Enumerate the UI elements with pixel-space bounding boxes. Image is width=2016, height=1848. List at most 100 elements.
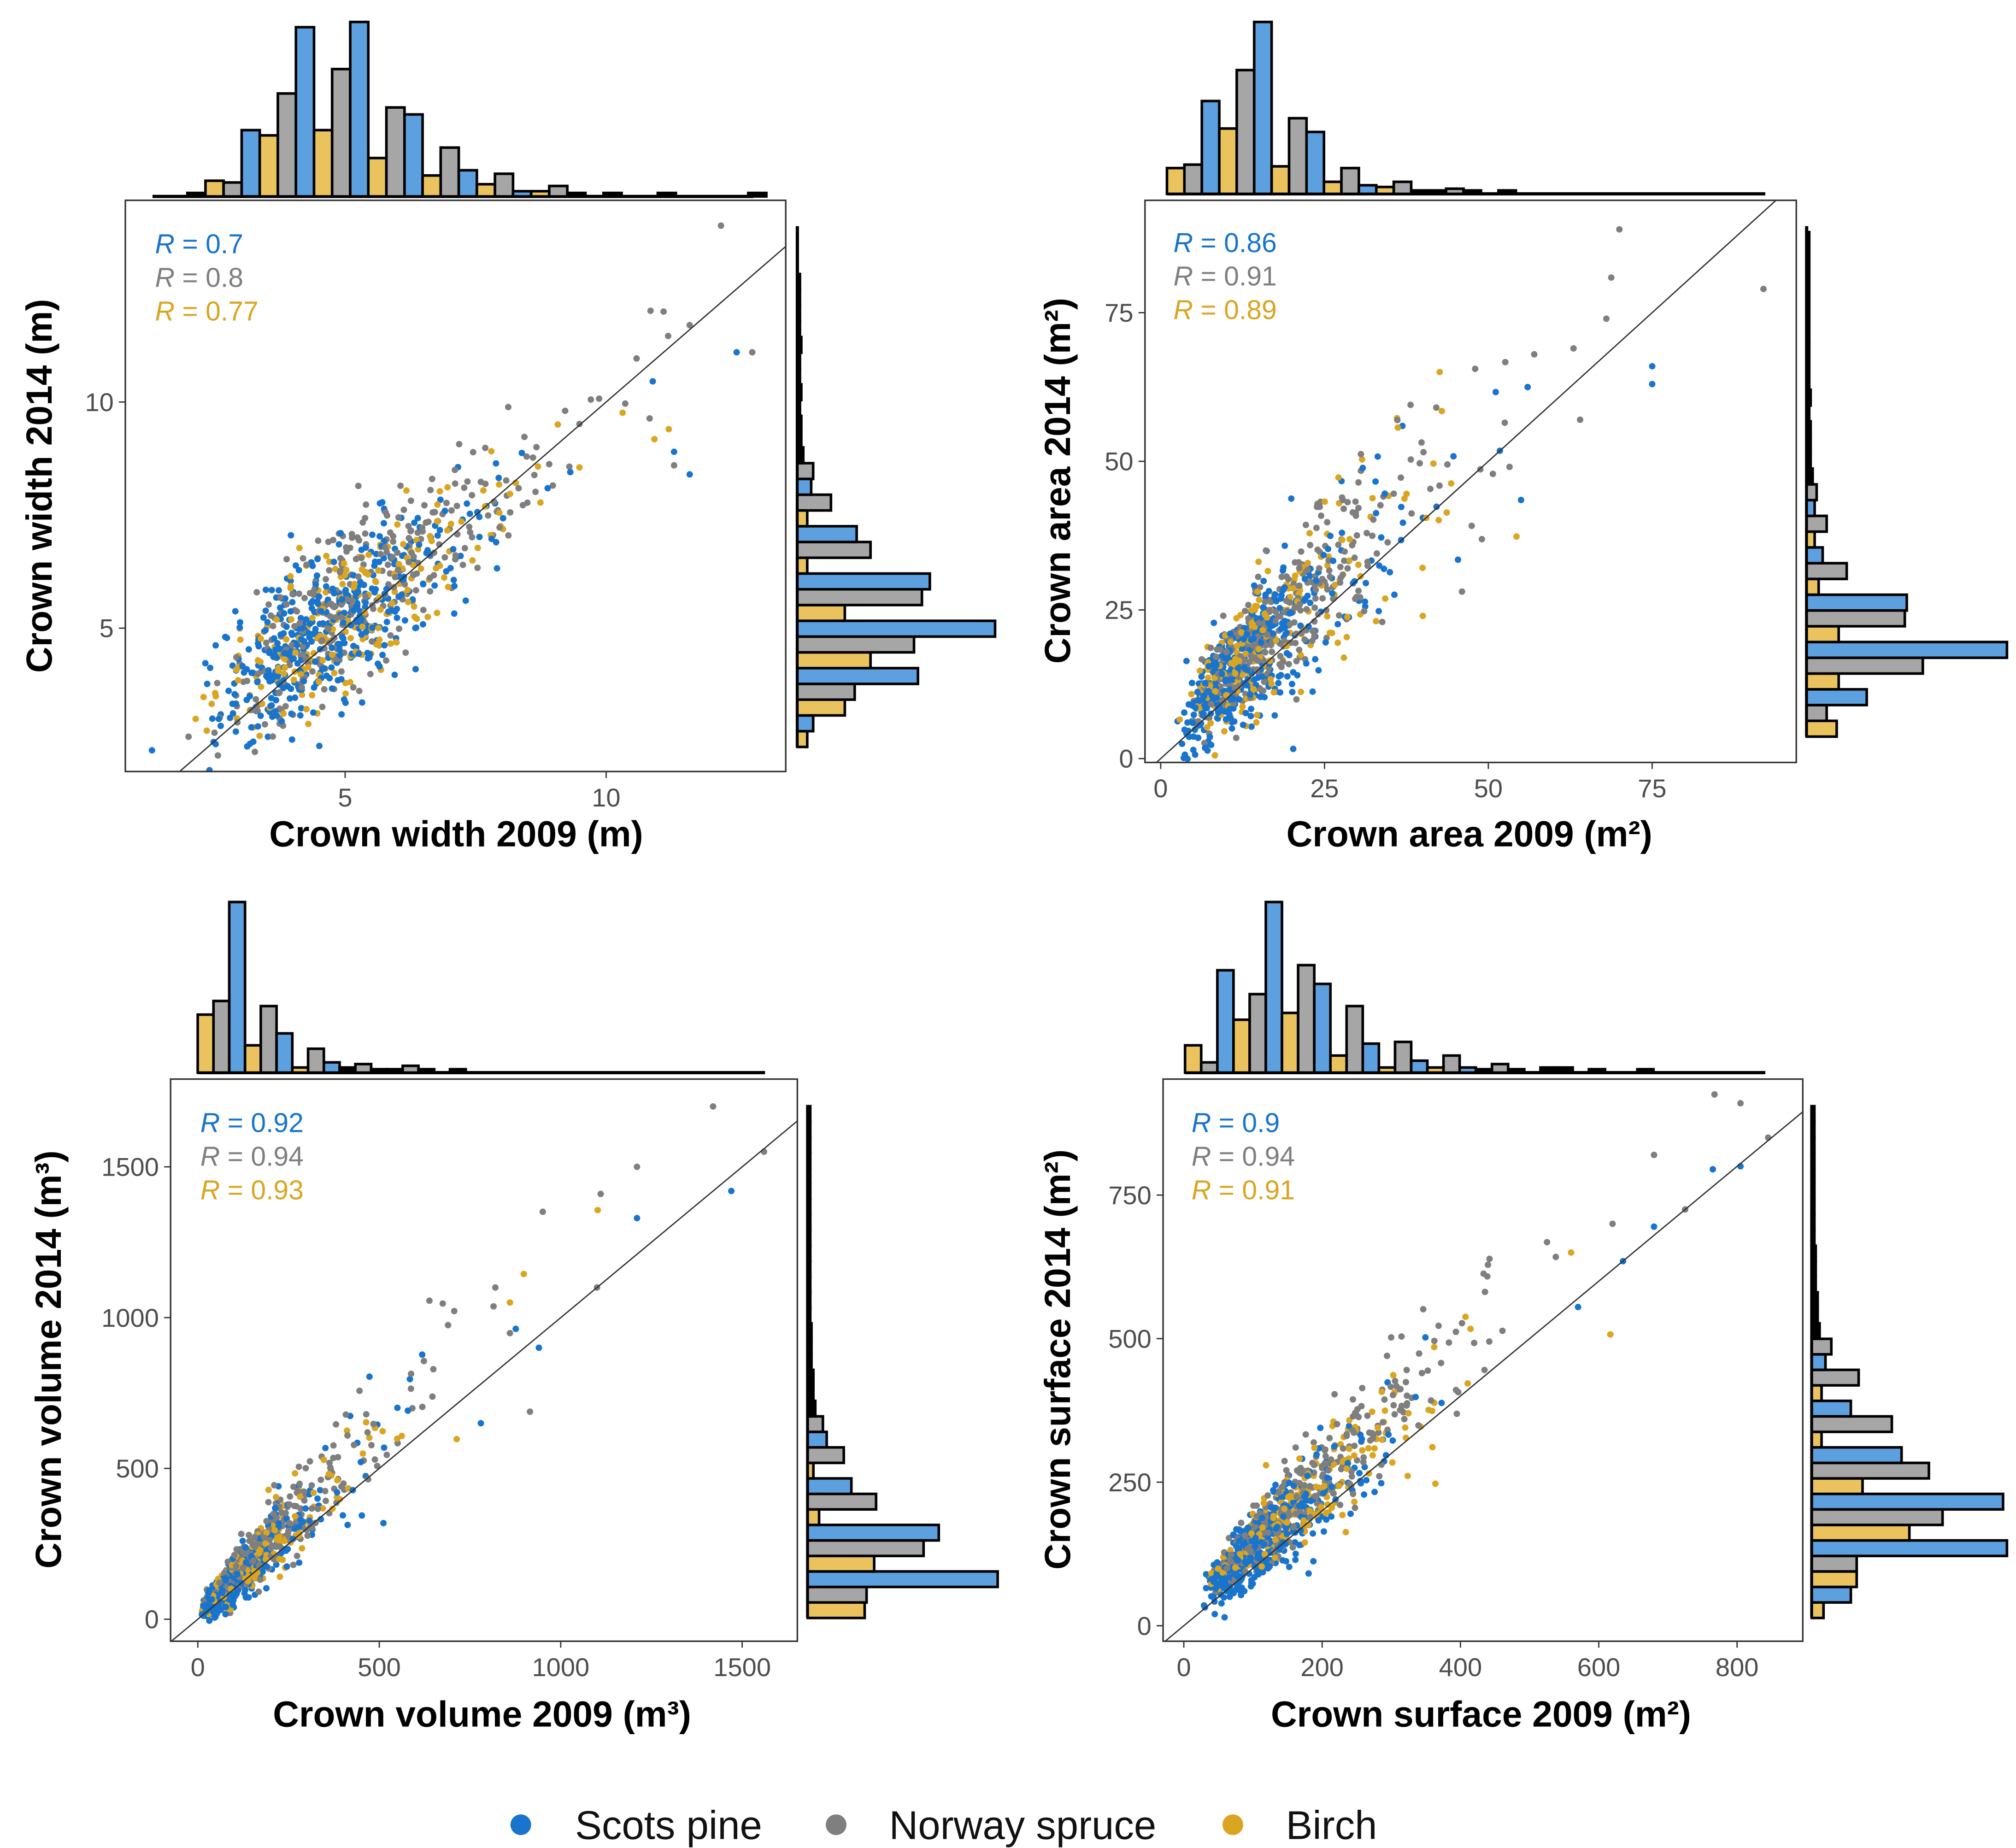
scatter-point: [1318, 512, 1325, 519]
scatter-point: [1358, 1480, 1364, 1487]
scatter-point: [211, 729, 218, 736]
scatter-point: [288, 630, 295, 636]
scatter-point: [1407, 401, 1414, 408]
scatter-point: [490, 1303, 497, 1310]
scatter-point: [506, 1330, 513, 1336]
histogram-bar: [212, 1000, 231, 1074]
scatter-point: [1359, 1384, 1366, 1391]
scatter-point: [1350, 1413, 1357, 1420]
scatter-point: [317, 1477, 324, 1483]
scatter-point: [649, 378, 656, 385]
scatter-point: [407, 497, 414, 504]
scatter-point: [1322, 1510, 1329, 1517]
histogram-bar: [1810, 1368, 1860, 1387]
scatter-point: [665, 426, 672, 433]
scatter-point: [1268, 1504, 1275, 1511]
scatter-point: [1362, 598, 1369, 605]
scatter-point: [1481, 1289, 1488, 1295]
scatter-point: [461, 545, 468, 552]
scatter-point: [1242, 1559, 1249, 1566]
scatter-point: [1211, 619, 1217, 626]
scatter-point: [288, 642, 295, 649]
scatter-point: [1207, 644, 1214, 651]
histogram-bar: [1805, 436, 1812, 454]
scatter-point: [1195, 734, 1202, 741]
plot-border: [1144, 199, 1797, 764]
scatter-point: [1436, 369, 1443, 376]
scatter-point: [212, 642, 219, 649]
scatter-point: [1384, 539, 1391, 546]
y-tick-label: 0: [1119, 744, 1133, 773]
scatter-point: [347, 622, 354, 629]
scatter-point: [1233, 1571, 1240, 1578]
scatter-point: [1293, 1510, 1299, 1517]
histogram-bar: [370, 1068, 388, 1074]
scatter-point: [347, 679, 354, 686]
scatter-point: [1376, 562, 1383, 569]
histogram-bar: [796, 304, 801, 323]
histogram-bar: [796, 683, 856, 701]
scatter-point: [335, 541, 342, 548]
scatter-point: [1298, 689, 1305, 695]
scatter-point: [394, 521, 401, 528]
scatter-point: [1737, 1100, 1744, 1106]
histogram-bar: [806, 1446, 845, 1465]
scatter-point: [1254, 657, 1261, 664]
scatter-point: [1402, 1379, 1410, 1386]
scatter-point: [1220, 1554, 1227, 1561]
histogram-bar: [806, 1337, 813, 1356]
histogram-bar: [385, 1068, 404, 1074]
correlation-label: R = 0.92: [200, 1108, 304, 1138]
histogram-bar: [1810, 1229, 1816, 1248]
scatter-point: [317, 1487, 323, 1494]
scatter-point: [1649, 363, 1656, 370]
scatter-point: [1377, 502, 1384, 509]
scatter-point: [488, 448, 495, 455]
scatter-point: [1427, 485, 1434, 492]
scatter-point: [276, 1573, 283, 1580]
scatter-point: [1384, 1426, 1391, 1433]
y-tick-label: 25: [1105, 595, 1133, 624]
scatter-point: [427, 533, 434, 540]
scatter-point: [1352, 509, 1359, 516]
scatter-point: [1304, 566, 1311, 573]
scatter-point: [1280, 659, 1287, 665]
scatter-point: [311, 586, 318, 593]
scatter-point: [294, 1488, 301, 1495]
scatter-point: [1401, 495, 1408, 502]
scatter-point: [276, 680, 282, 687]
scatter-point: [496, 509, 503, 516]
y-axis-title: Crown area 2014 (m²): [1037, 298, 1078, 664]
histogram-bar: [796, 383, 803, 401]
scatter-point: [148, 747, 155, 754]
scatter-point: [1281, 624, 1288, 631]
scatter-point: [261, 1535, 268, 1542]
scatter-point: [1227, 1558, 1234, 1565]
scatter-point: [1296, 565, 1303, 571]
scatter-point: [1353, 532, 1360, 539]
histogram-bar: [1810, 1492, 2004, 1511]
histogram-bar: [1361, 1042, 1381, 1074]
scatter-point: [246, 1531, 253, 1538]
histogram-bar: [457, 169, 478, 198]
scatter-point: [1311, 1444, 1318, 1451]
plot-border: [124, 199, 787, 772]
scatter-point: [388, 600, 395, 607]
scatter-point: [412, 666, 419, 673]
scatter-point: [291, 623, 298, 630]
scatter-point: [333, 1499, 340, 1506]
scatter-point: [336, 647, 343, 653]
scatter-point: [466, 524, 473, 530]
scatter-point: [268, 587, 275, 594]
scatter-point: [1357, 594, 1364, 601]
scatter-point: [1303, 660, 1310, 667]
scatter-point: [1335, 612, 1343, 619]
scatter-point: [374, 1463, 381, 1470]
panel-4: 0 200 400 600 800 0 250 500 750 Crown surface 200…: [1037, 900, 2009, 1734]
scatter-point: [447, 565, 454, 571]
scatter-point: [1253, 1513, 1260, 1520]
scatter-point: [1424, 1367, 1431, 1374]
histogram-bar: [806, 1213, 812, 1232]
y-tick-label: 1000: [101, 1303, 159, 1332]
scatter-point: [295, 590, 302, 597]
